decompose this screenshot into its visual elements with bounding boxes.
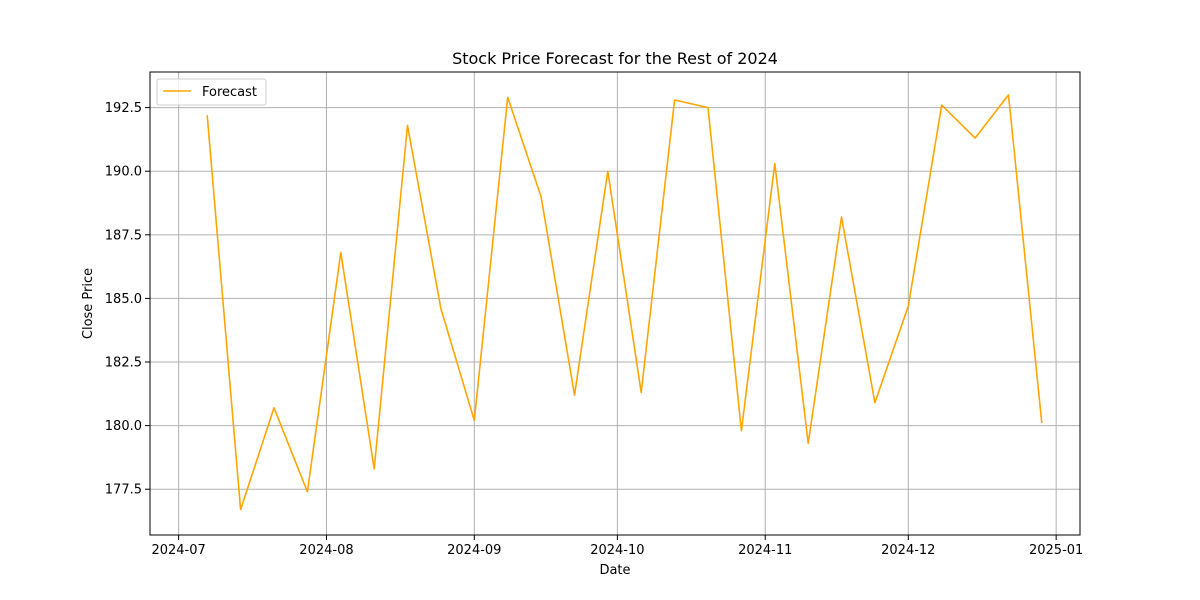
legend-box [156,78,267,106]
x-tick-label: 2024-11 [738,543,792,558]
y-axis-title: Close Price [81,268,96,339]
chart-title: Stock Price Forecast for the Rest of 202… [452,49,778,68]
series-layer [206,94,1043,511]
x-tick-label: 2025-01 [1029,543,1083,558]
legend-label: Forecast [202,85,257,100]
x-tick-label: 2024-12 [881,543,935,558]
y-tick-label: 182.5 [105,356,142,371]
x-tick-label: 2024-09 [447,543,501,558]
plot-frame [149,71,1081,536]
y-tick-label: 187.5 [105,228,142,243]
y-tick-label: 192.5 [105,101,142,116]
x-tick-label: 2024-07 [151,543,205,558]
x-tick-label: 2024-08 [299,543,353,558]
series-line [206,94,1043,511]
grid [150,72,1080,535]
y-tick-label: 185.0 [105,292,142,307]
x-tick-label: 2024-10 [590,543,644,558]
legend: Forecast [156,78,267,106]
y-tick-label: 177.5 [105,483,142,498]
ticks: 2024-07 2024-08 2024-09 2024-10 2024-11 2024-… [105,101,1084,558]
y-tick-label: 180.0 [105,419,142,434]
x-axis-title: Date [599,563,630,578]
y-tick-label: 190.0 [105,165,142,180]
